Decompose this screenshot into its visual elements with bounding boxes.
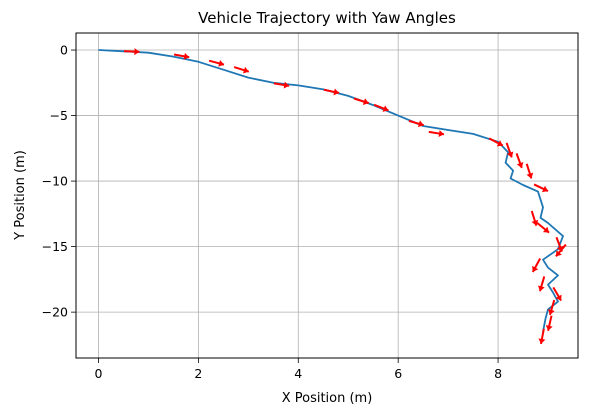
yaw-arrow xyxy=(505,142,514,158)
yaw-arrow xyxy=(373,103,389,112)
x-axis-ticks: 0 2 4 6 8 xyxy=(95,358,502,381)
x-tick-label: 6 xyxy=(394,366,402,381)
yaw-arrow xyxy=(530,210,539,226)
plot-frame xyxy=(75,32,579,359)
yaw-arrow xyxy=(408,119,425,128)
yaw-arrow xyxy=(531,257,542,273)
yaw-arrow xyxy=(547,299,556,316)
yaw-arrow xyxy=(124,48,140,56)
grid xyxy=(76,33,578,358)
trajectory-layer xyxy=(98,49,564,332)
yaw-arrow xyxy=(525,163,534,179)
yaw-arrow xyxy=(233,66,250,74)
yaw-arrow xyxy=(353,97,370,105)
x-tick-label: 2 xyxy=(194,366,202,381)
yaw-arrow xyxy=(428,130,445,137)
x-axis-label: X Position (m) xyxy=(282,391,373,406)
yaw-arrow xyxy=(538,328,546,345)
y-tick-label: 0 xyxy=(60,43,68,58)
yaw-arrow xyxy=(552,286,562,302)
yaw-arrow xyxy=(515,153,524,169)
yaw-arrow xyxy=(536,222,550,234)
yaw-arrow xyxy=(323,88,340,96)
y-axis-label: Y Position (m) xyxy=(13,150,28,241)
x-tick-label: 4 xyxy=(294,366,302,381)
yaw-arrow xyxy=(173,52,190,60)
yaw-arrow xyxy=(533,183,549,193)
yaw-arrow xyxy=(555,243,567,257)
yaw-arrow xyxy=(545,315,553,331)
yaw-arrow-layer xyxy=(124,48,567,345)
y-tick-label: −5 xyxy=(50,108,68,123)
y-tick-label: −15 xyxy=(42,239,68,254)
y-tick-label: −10 xyxy=(42,174,68,189)
chart-title: Vehicle Trajectory with Yaw Angles xyxy=(198,9,456,27)
yaw-arrow xyxy=(537,276,546,292)
x-tick-label: 8 xyxy=(494,366,502,381)
y-tick-label: −20 xyxy=(42,305,68,320)
y-axis-ticks: 0 −5 −10 −15 −20 xyxy=(42,43,76,320)
yaw-arrow xyxy=(488,137,504,147)
yaw-arrow xyxy=(208,59,225,67)
x-tick-label: 0 xyxy=(95,366,103,381)
yaw-arrow xyxy=(273,81,290,89)
trajectory-line xyxy=(98,49,564,332)
